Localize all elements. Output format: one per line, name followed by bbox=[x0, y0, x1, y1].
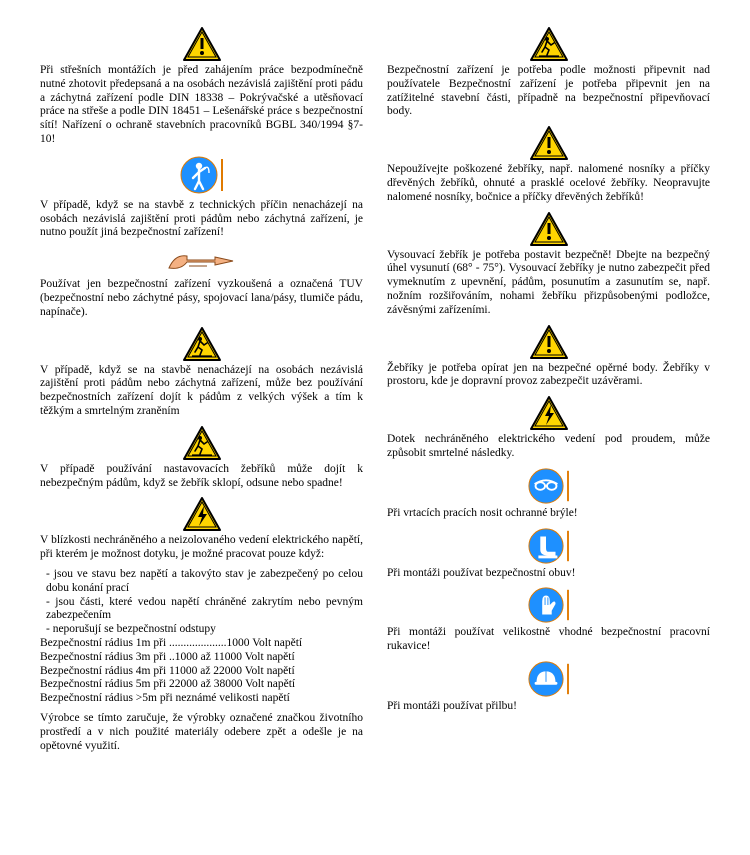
pointing-hand-icon bbox=[40, 246, 363, 276]
left-radius-lines: Bezpečnostní rádius 1m při .............… bbox=[40, 637, 363, 706]
left-column: Při střešních montážích je před zahájení… bbox=[40, 24, 363, 759]
left-paragraph-6-intro: V blízkosti nechráněného a neizolovaného… bbox=[40, 534, 363, 562]
warning-triangle-icon bbox=[387, 125, 710, 161]
warning-triangle-icon bbox=[387, 324, 710, 360]
right-column: Bezpečnostní zařízení je potřeba podle m… bbox=[387, 24, 710, 759]
right-paragraph-1: Bezpečnostní zařízení je potřeba podle m… bbox=[387, 64, 710, 119]
slip-warning-icon bbox=[387, 26, 710, 62]
goggles-mandatory-icon bbox=[387, 467, 710, 505]
right-paragraph-7: Při montáži používat bezpečnostní obuv! bbox=[387, 567, 710, 581]
slip-warning-icon bbox=[40, 326, 363, 362]
line: Bezpečnostní rádius 5m při 22000 až 3800… bbox=[40, 678, 363, 692]
right-paragraph-8: Při montáži používat velikostně vhodné b… bbox=[387, 626, 710, 654]
gloves-mandatory-icon bbox=[387, 586, 710, 624]
helmet-mandatory-icon bbox=[387, 660, 710, 698]
two-column-layout: Při střešních montážích je před zahájení… bbox=[40, 24, 710, 759]
harness-mandatory-icon bbox=[40, 153, 363, 197]
line: Bezpečnostní rádius >5m při neznámé veli… bbox=[40, 692, 363, 706]
left-paragraph-5: V případě používání nastavovacích žebřík… bbox=[40, 463, 363, 491]
voltage-warning-icon bbox=[40, 496, 363, 532]
right-paragraph-5: Dotek nechráněného elektrického vedení p… bbox=[387, 433, 710, 461]
line: Bezpečnostní rádius 4m při 11000 až 2200… bbox=[40, 665, 363, 679]
line: Bezpečnostní rádius 3m při ..1000 až 110… bbox=[40, 651, 363, 665]
left-paragraph-3: Používat jen bezpečnostní zařízení vyzko… bbox=[40, 278, 363, 319]
right-paragraph-6: Při vrtacích pracích nosit ochranné brýl… bbox=[387, 507, 710, 521]
warning-triangle-icon bbox=[40, 26, 363, 62]
right-paragraph-9: Při montáži používat přilbu! bbox=[387, 700, 710, 714]
slip-warning-icon bbox=[40, 425, 363, 461]
line: Bezpečnostní rádius 1m při .............… bbox=[40, 637, 363, 651]
right-paragraph-4: Žebříky je potřeba opírat jen na bezpečn… bbox=[387, 362, 710, 390]
voltage-warning-icon bbox=[387, 395, 710, 431]
left-paragraph-7: Výrobce se tímto zaručuje, že výrobky oz… bbox=[40, 712, 363, 753]
list-item: - jsou ve stavu bez napětí a takovýto st… bbox=[46, 568, 363, 596]
list-item: - neporušují se bezpečnostní odstupy bbox=[46, 623, 363, 637]
right-paragraph-3: Vysouvací žebřík je potřeba postavit bez… bbox=[387, 249, 710, 318]
left-bullet-list: - jsou ve stavu bez napětí a takovýto st… bbox=[40, 568, 363, 637]
warning-triangle-icon bbox=[387, 211, 710, 247]
list-item: - jsou části, které vedou napětí chráněn… bbox=[46, 596, 363, 624]
boots-mandatory-icon bbox=[387, 527, 710, 565]
left-paragraph-1: Při střešních montážích je před zahájení… bbox=[40, 64, 363, 147]
right-paragraph-2: Nepoužívejte poškozené žebříky, např. na… bbox=[387, 163, 710, 204]
left-paragraph-2: V případě, když se na stavbě z technický… bbox=[40, 199, 363, 240]
left-paragraph-4: V případě, když se na stavbě nenacházejí… bbox=[40, 364, 363, 419]
